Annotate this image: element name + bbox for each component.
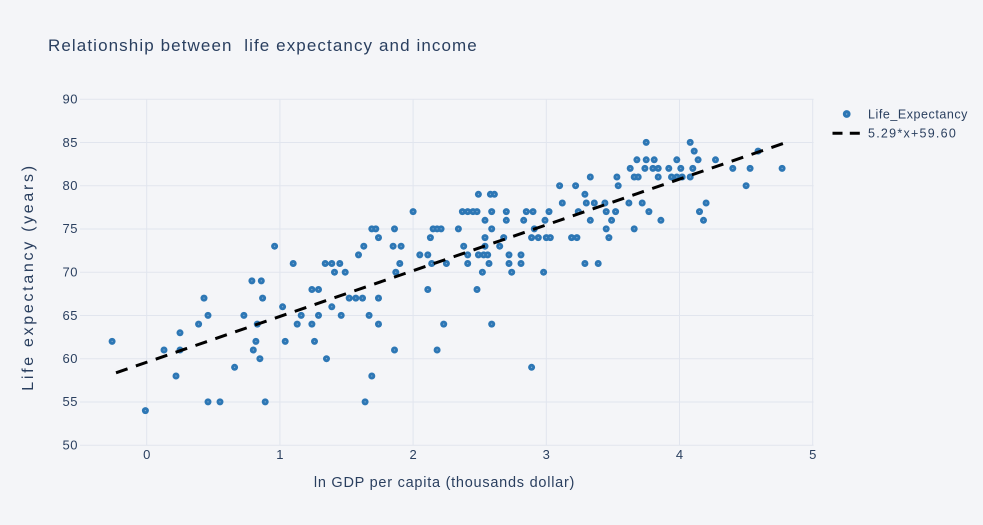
- svg-text:Relationship between life exp: Relationship between life expectancy and…: [48, 36, 478, 55]
- svg-text:70: 70: [62, 265, 78, 280]
- svg-text:50: 50: [62, 438, 78, 453]
- svg-text:75: 75: [62, 221, 78, 236]
- svg-text:Life expectancy (years): Life expectancy (years): [20, 163, 37, 391]
- svg-text:80: 80: [62, 178, 78, 193]
- svg-text:55: 55: [62, 394, 78, 409]
- svg-text:3: 3: [543, 447, 550, 462]
- svg-text:85: 85: [62, 135, 78, 150]
- svg-text:Life_Expectancy: Life_Expectancy: [868, 108, 968, 122]
- svg-text:90: 90: [62, 92, 78, 107]
- svg-text:1: 1: [276, 447, 283, 462]
- svg-text:5.29*x+59.60: 5.29*x+59.60: [868, 127, 957, 141]
- svg-text:5: 5: [809, 447, 816, 462]
- svg-text:4: 4: [676, 447, 683, 462]
- svg-text:65: 65: [62, 308, 78, 323]
- svg-text:ln GDP per capita (thousands d: ln GDP per capita (thousands dollar): [314, 475, 575, 491]
- svg-text:0: 0: [143, 447, 150, 462]
- svg-text:60: 60: [62, 351, 78, 366]
- svg-text:2: 2: [409, 447, 416, 462]
